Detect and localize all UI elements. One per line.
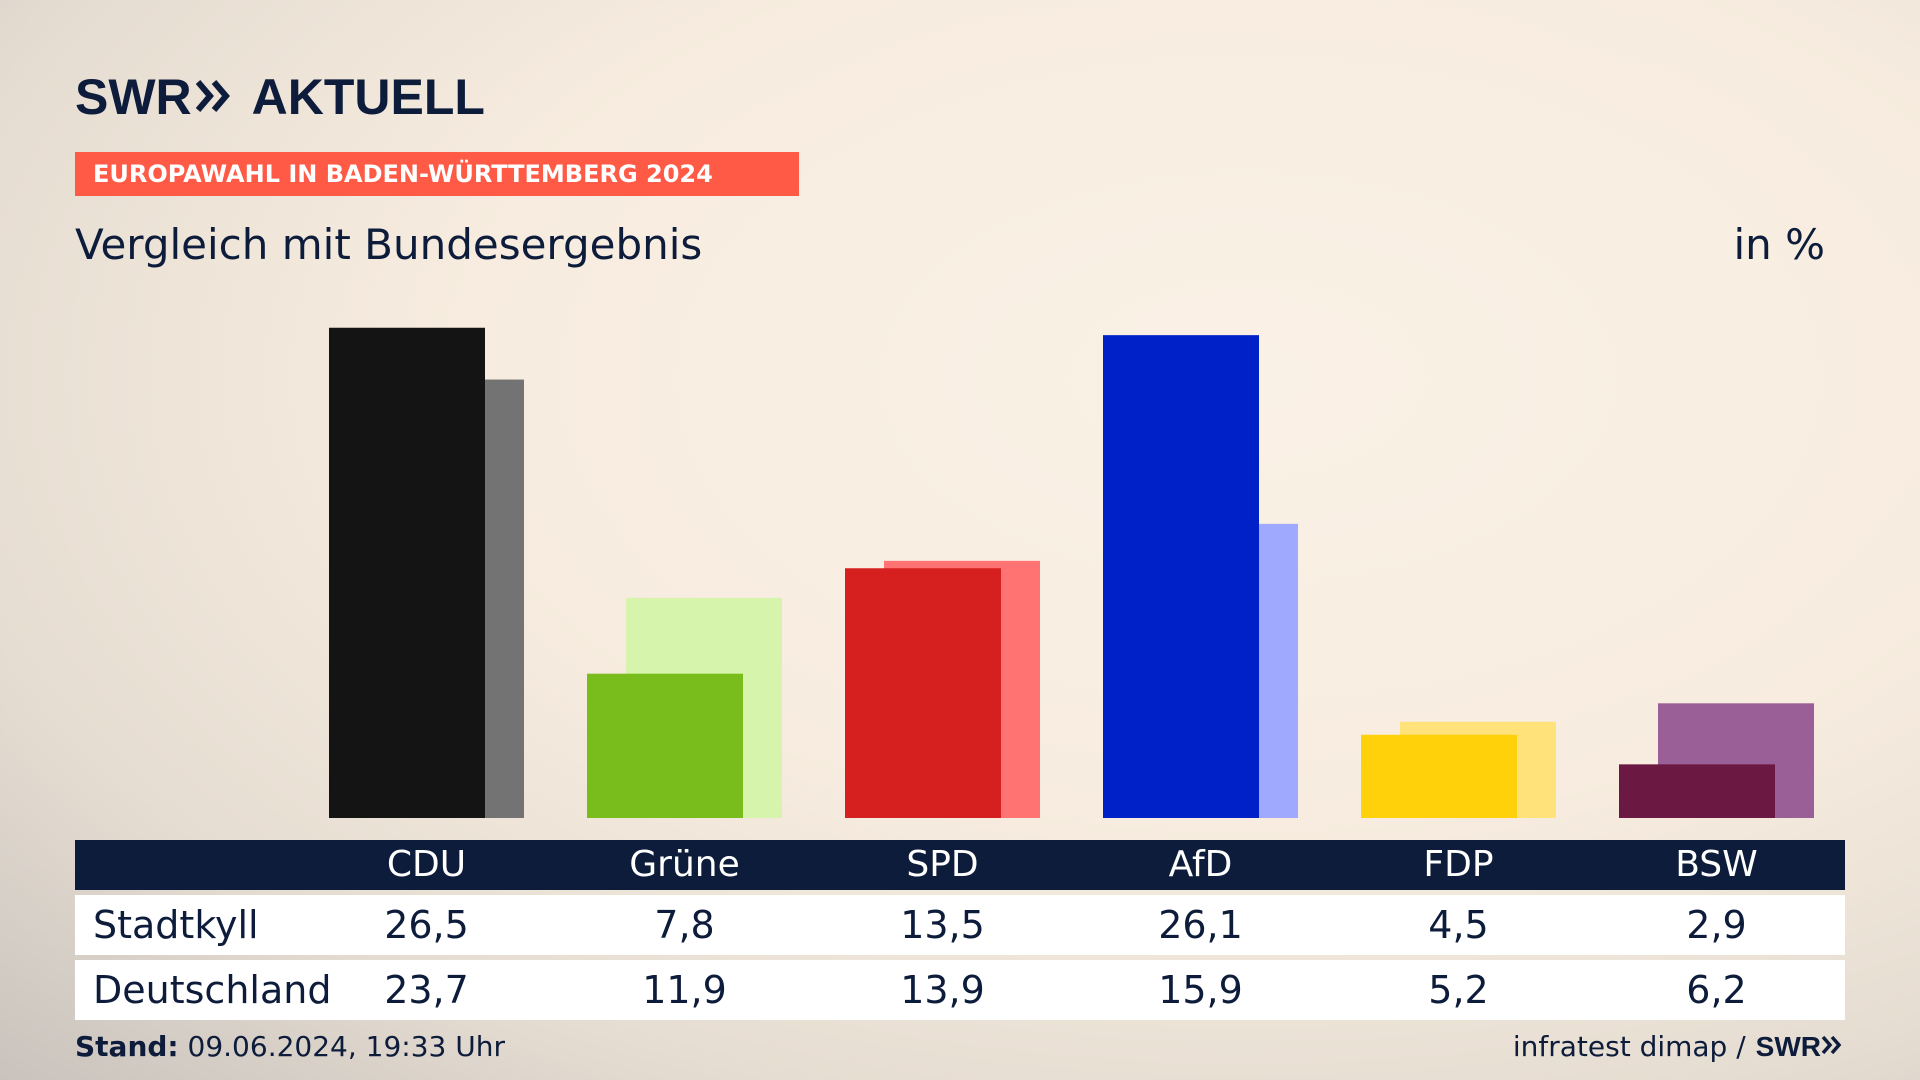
bar-stadtkyll-afd — [1103, 335, 1259, 818]
source-swr-logo: SWR — [1755, 1030, 1821, 1062]
source-credit: infratest dimap / SWR — [1513, 1030, 1845, 1063]
value-deutschland-bsw: 6,2 — [1686, 968, 1747, 1012]
bar-stadtkyll-fdp — [1361, 734, 1517, 818]
bar-chart — [329, 327, 1814, 818]
bar-stadtkyll-spd — [845, 568, 1001, 818]
double-chevron-icon — [195, 68, 236, 126]
chart-subtitle: Vergleich mit Bundesergebnis — [75, 220, 703, 269]
row-label-stadtkyll: Stadtkyll — [93, 903, 259, 947]
value-stadtkyll-fdp: 4,5 — [1428, 903, 1489, 947]
logo-swr-text: SWR — [75, 69, 192, 125]
column-header-afd: AfD — [1168, 844, 1233, 885]
row-label-deutschland: Deutschland — [93, 968, 332, 1012]
unit-label: in % — [1733, 220, 1825, 269]
source-text: infratest dimap / — [1512, 1030, 1746, 1063]
double-chevron-small-icon — [1821, 1030, 1845, 1063]
table-header: CDU Grüne SPD AfD FDP BSW — [75, 840, 1845, 890]
value-deutschland-afd: 15,9 — [1158, 968, 1243, 1012]
table-row-stadtkyll: Stadtkyll 26,5 7,8 13,5 26,1 4,5 2,9 — [75, 895, 1845, 955]
table-row-deutschland: Deutschland 23,7 11,9 13,9 15,9 5,2 6,2 — [75, 960, 1845, 1020]
logo-aktuell-text: AKTUELL — [251, 69, 485, 125]
column-header-grüne: Grüne — [629, 844, 740, 885]
column-header-cdu: CDU — [386, 844, 467, 885]
stand-value: 09.06.2024, 19:33 Uhr — [187, 1030, 505, 1063]
election-banner: EUROPAWAHL IN BADEN-WÜRTTEMBERG 2024 — [75, 152, 799, 196]
results-table: CDU Grüne SPD AfD FDP BSW Stadtkyll 26,5 7,8 13… — [75, 840, 1845, 1020]
bar-stadtkyll-grüne — [587, 673, 743, 818]
timestamp: Stand: 09.06.2024, 19:33 Uhr — [75, 1030, 505, 1063]
bar-stadtkyll-bsw — [1619, 764, 1775, 818]
value-stadtkyll-cdu: 26,5 — [384, 903, 469, 947]
value-deutschland-fdp: 5,2 — [1428, 968, 1489, 1012]
value-deutschland-grüne: 11,9 — [642, 968, 727, 1012]
column-header-bsw: BSW — [1675, 844, 1758, 885]
value-deutschland-cdu: 23,7 — [384, 968, 469, 1012]
bar-stadtkyll-cdu — [329, 327, 485, 818]
value-stadtkyll-spd: 13,5 — [900, 903, 985, 947]
stand-label: Stand: — [75, 1030, 179, 1063]
value-stadtkyll-bsw: 2,9 — [1686, 903, 1747, 947]
value-deutschland-spd: 13,9 — [900, 968, 985, 1012]
column-header-spd: SPD — [906, 844, 979, 885]
column-header-fdp: FDP — [1423, 844, 1494, 885]
value-stadtkyll-grüne: 7,8 — [654, 903, 715, 947]
value-stadtkyll-afd: 26,1 — [1158, 903, 1243, 947]
swr-aktuell-logo: SWR AKTUELL — [75, 68, 485, 126]
